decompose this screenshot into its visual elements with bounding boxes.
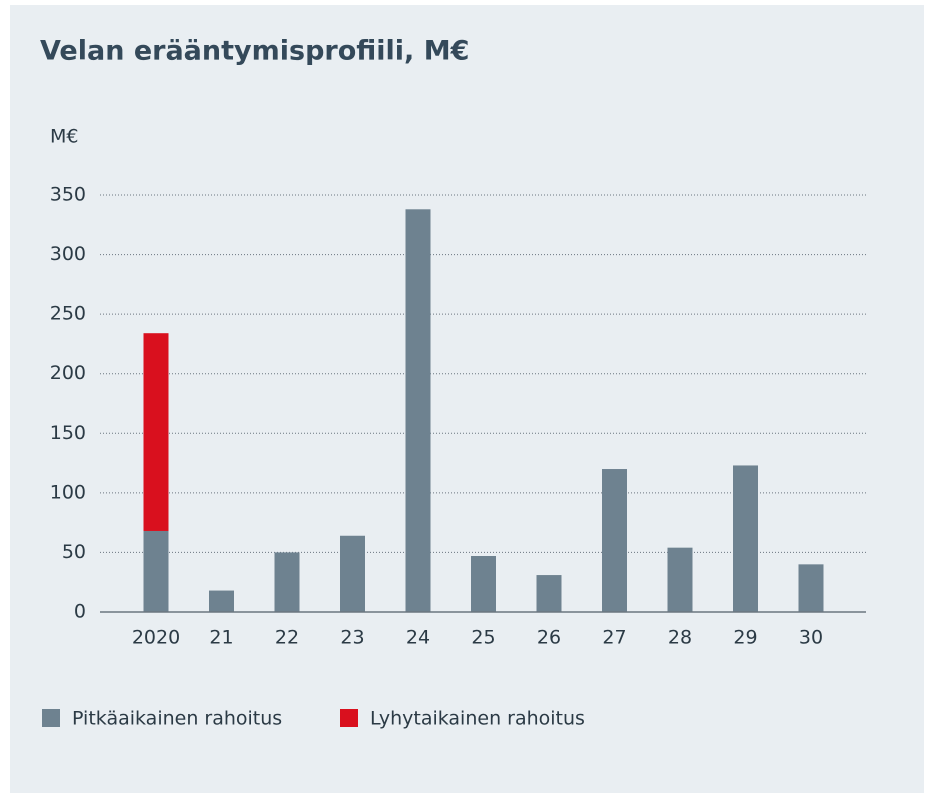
x-tick-label: 29	[733, 627, 757, 649]
x-tick-label: 25	[471, 627, 495, 649]
y-tick-label: 100	[50, 481, 86, 503]
bar	[143, 530, 169, 612]
x-tick-label: 26	[537, 627, 561, 649]
legend-swatch	[340, 709, 358, 727]
bar	[405, 209, 431, 612]
x-tick-label: 24	[406, 627, 430, 649]
x-tick-label: 21	[209, 627, 233, 649]
bar	[602, 469, 627, 612]
y-tick-label: 150	[50, 422, 86, 444]
bar	[471, 556, 496, 612]
x-tick-label: 2020	[132, 627, 180, 649]
legend-label: Lyhytaikainen rahoitus	[370, 708, 585, 730]
legend-label: Pitkäaikainen rahoitus	[72, 708, 282, 730]
bar	[536, 575, 562, 612]
y-tick-label: 50	[62, 541, 86, 563]
y-tick-label: 0	[74, 601, 86, 623]
chart-title: Velan erääntymisprofiili, M€	[40, 36, 469, 67]
bar	[798, 564, 824, 612]
bar	[209, 590, 234, 612]
y-tick-label: 350	[50, 184, 86, 206]
y-tick-label: 200	[50, 362, 86, 384]
bar	[143, 333, 169, 531]
x-tick-label: 22	[275, 627, 299, 649]
x-tick-label: 27	[602, 627, 626, 649]
bar	[274, 552, 300, 612]
bar	[667, 547, 693, 612]
y-tick-label: 300	[50, 243, 86, 265]
bar	[733, 465, 758, 612]
y-axis-label: M€	[50, 126, 78, 148]
x-tick-label: 28	[668, 627, 692, 649]
legend-swatch	[42, 709, 60, 727]
bar	[340, 535, 365, 612]
x-tick-label: 23	[340, 627, 364, 649]
y-tick-label: 250	[50, 303, 86, 325]
x-tick-label: 30	[799, 627, 823, 649]
